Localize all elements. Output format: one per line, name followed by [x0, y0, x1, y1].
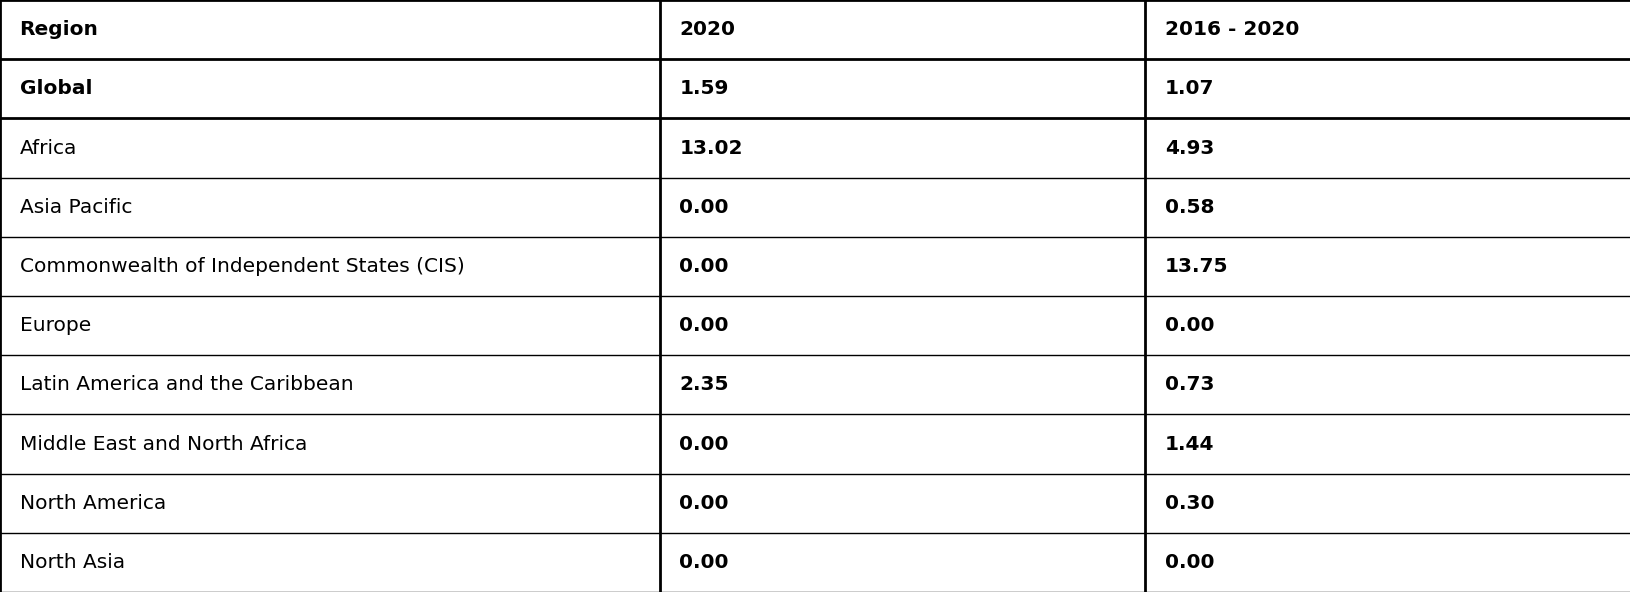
Text: 0.00: 0.00	[680, 435, 729, 453]
Text: Asia Pacific: Asia Pacific	[20, 198, 132, 217]
Text: 0.58: 0.58	[1164, 198, 1214, 217]
Text: Latin America and the Caribbean: Latin America and the Caribbean	[20, 375, 354, 394]
Text: 0.00: 0.00	[680, 494, 729, 513]
Text: 13.02: 13.02	[680, 139, 743, 157]
Text: 13.75: 13.75	[1164, 257, 1227, 276]
Text: 4.93: 4.93	[1164, 139, 1214, 157]
Text: 0.73: 0.73	[1164, 375, 1214, 394]
Text: 0.00: 0.00	[680, 316, 729, 335]
Text: 0.30: 0.30	[1164, 494, 1214, 513]
Text: 0.00: 0.00	[1164, 553, 1214, 572]
Text: Africa: Africa	[20, 139, 77, 157]
Text: 0.00: 0.00	[680, 553, 729, 572]
Text: 1.59: 1.59	[680, 79, 729, 98]
Text: Region: Region	[20, 20, 98, 39]
Text: North America: North America	[20, 494, 166, 513]
Text: 0.00: 0.00	[1164, 316, 1214, 335]
Text: 0.00: 0.00	[680, 257, 729, 276]
Text: Middle East and North Africa: Middle East and North Africa	[20, 435, 306, 453]
Text: 0.00: 0.00	[680, 198, 729, 217]
Text: Commonwealth of Independent States (CIS): Commonwealth of Independent States (CIS)	[20, 257, 465, 276]
Text: Europe: Europe	[20, 316, 91, 335]
Text: 2020: 2020	[680, 20, 735, 39]
Text: 2.35: 2.35	[680, 375, 729, 394]
Text: North Asia: North Asia	[20, 553, 124, 572]
Text: Global: Global	[20, 79, 91, 98]
Text: 1.07: 1.07	[1164, 79, 1214, 98]
Text: 2016 - 2020: 2016 - 2020	[1164, 20, 1299, 39]
Text: 1.44: 1.44	[1164, 435, 1214, 453]
